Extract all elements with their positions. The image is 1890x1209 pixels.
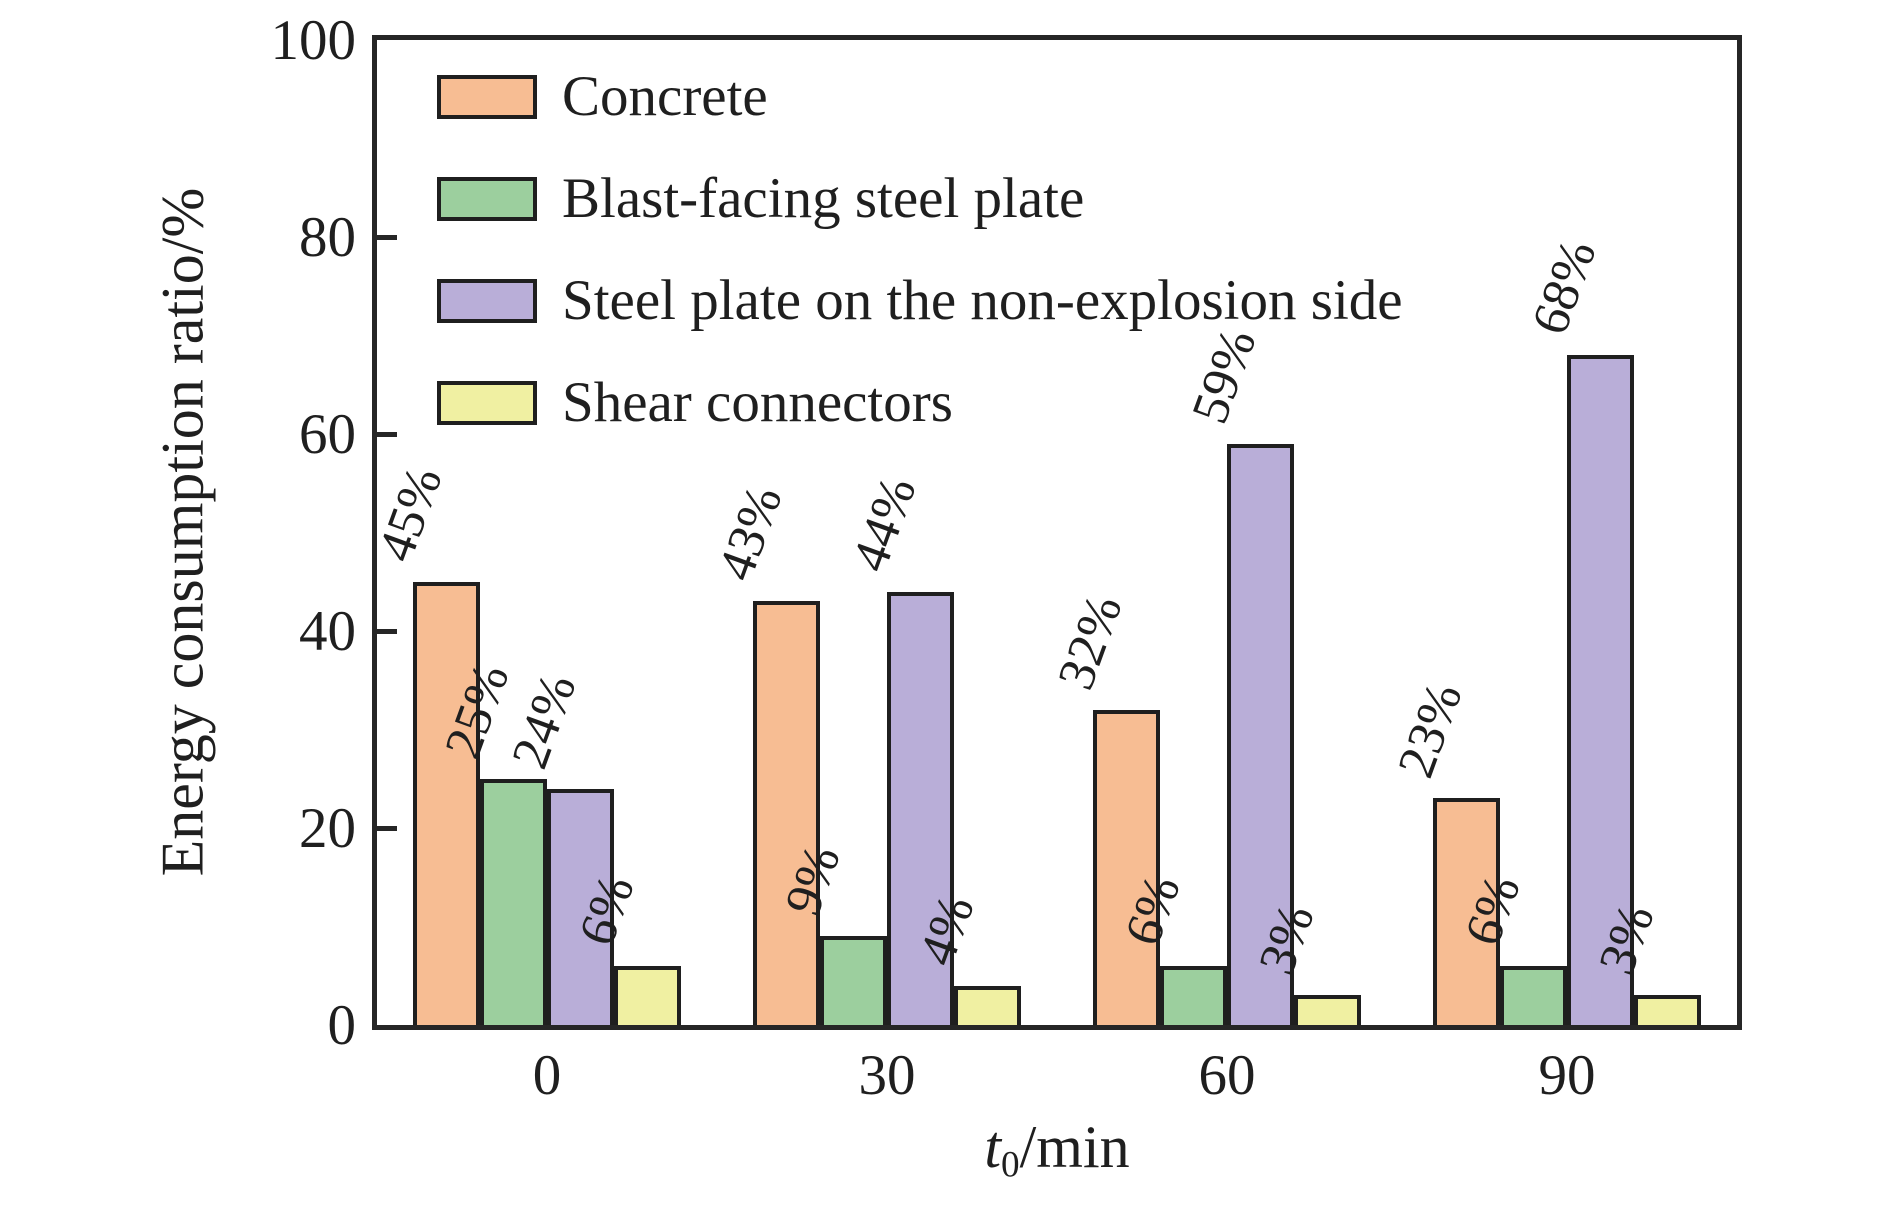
bar-steel-plate-on-the-non-explosion-side [1567,355,1634,1025]
bar-shear-connectors [1634,995,1701,1025]
bar-value-label: 43% [707,479,794,589]
bar-shear-connectors [954,985,1021,1025]
bar-concrete [413,581,480,1025]
bar-value-label: 44% [841,469,928,579]
y-tick-label: 60 [299,403,356,466]
bar-shear-connectors [1294,995,1361,1025]
x-axis-title-unit: /min [1019,1114,1130,1180]
legend-label: Shear connectors [562,371,953,434]
bar-value-label: 32% [1047,587,1134,697]
bar-value-label: 68% [1521,232,1608,342]
y-tick-label: 0 [327,994,357,1057]
bar-blast-facing-steel-plate [820,936,887,1025]
legend-label: Steel plate on the non-explosion side [562,269,1403,332]
legend-label: Blast-facing steel plate [562,167,1085,230]
bar-concrete [1433,798,1500,1025]
y-tick-mark [377,234,397,240]
y-tick-label: 80 [299,206,356,269]
bar-blast-facing-steel-plate [480,778,547,1025]
bar-steel-plate-on-the-non-explosion-side [887,591,954,1025]
y-tick-label: 40 [299,600,356,663]
legend-swatch-blast-facing-steel-plate [437,176,537,221]
bar-concrete [753,601,820,1025]
x-axis-title-subscript: 0 [1001,1144,1020,1186]
legend-label: Concrete [562,65,768,128]
bar-concrete [1093,709,1160,1025]
y-axis-title: Energy consumption ratio/% [149,187,216,877]
x-tick-label: 0 [532,1044,562,1107]
bar-shear-connectors [614,965,681,1025]
legend-item-blast-facing-steel-plate: Blast-facing steel plate [437,170,1403,227]
y-tick-mark [377,431,397,437]
y-tick-label: 100 [270,9,357,72]
bar-steel-plate-on-the-non-explosion-side [547,788,614,1025]
legend-swatch-concrete [437,74,537,119]
x-tick-label: 90 [1538,1044,1596,1107]
bar-blast-facing-steel-plate [1160,965,1227,1025]
legend-item-steel-plate-non-explosion-side: Steel plate on the non-explosion side [437,272,1403,329]
bar-value-label: 23% [1387,676,1474,786]
legend-swatch-shear-connectors [437,380,537,425]
legend-item-concrete: Concrete [437,68,1403,125]
legend: Concrete Blast-facing steel plate Steel … [437,68,1403,431]
y-tick-label: 20 [299,797,356,860]
x-axis-title: t0/min [984,1113,1130,1186]
y-tick-mark [377,628,397,634]
x-tick-label: 30 [858,1044,916,1107]
x-tick-label: 60 [1198,1044,1256,1107]
bar-blast-facing-steel-plate [1500,965,1567,1025]
x-axis-title-variable: t [984,1114,1002,1180]
bar-value-label: 45% [367,459,454,569]
legend-item-shear-connectors: Shear connectors [437,374,1403,431]
legend-swatch-steel-plate-non-explosion-side [437,278,537,323]
y-tick-mark [377,825,397,831]
plot-area: Concrete Blast-facing steel plate Steel … [367,35,1742,1030]
bar-steel-plate-on-the-non-explosion-side [1227,443,1294,1025]
